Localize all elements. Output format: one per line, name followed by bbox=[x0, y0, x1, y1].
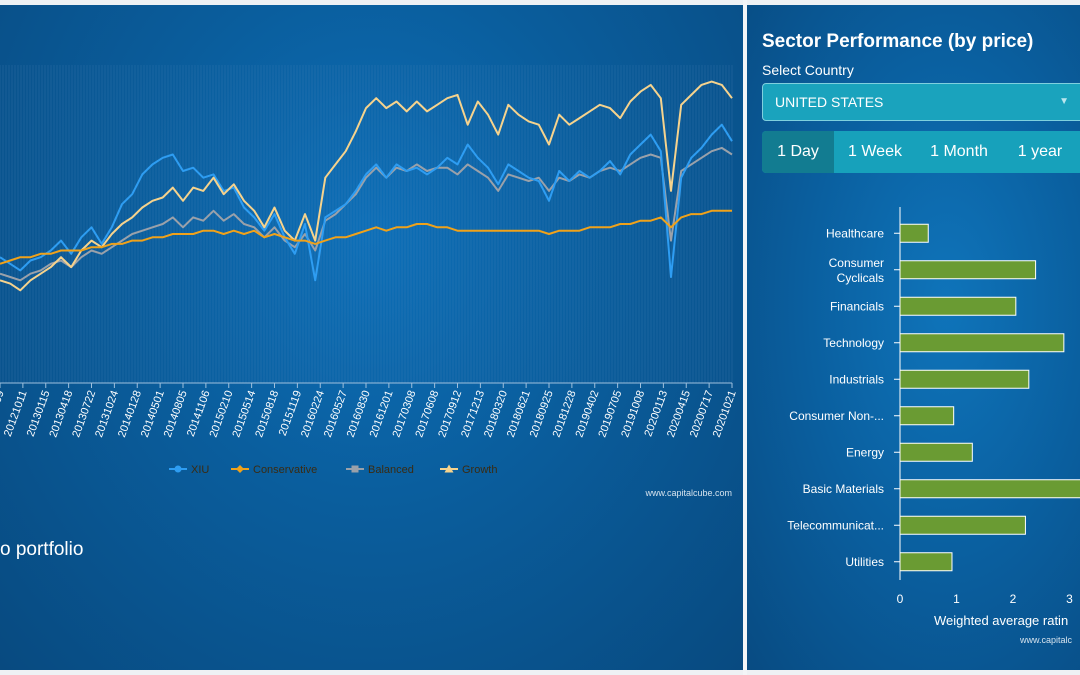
category-label: Healthcare bbox=[826, 226, 884, 240]
country-dropdown[interactable]: UNITED STATES ▼ bbox=[762, 83, 1080, 121]
x-tick-label: 709 bbox=[0, 389, 7, 410]
series-line-conservative bbox=[0, 209, 732, 265]
portfolio-line-chart: 7092012101120130115201304182013072220131… bbox=[0, 65, 739, 498]
x-axis-title: Weighted average ratin bbox=[934, 613, 1068, 628]
sector-bar[interactable] bbox=[899, 479, 1080, 499]
sector-bar[interactable] bbox=[899, 333, 1065, 353]
category-label: Energy bbox=[846, 445, 884, 459]
portfolio-chart-panel: 709 20121011 20130115 20130418 20130722 20131… bbox=[0, 5, 743, 670]
legend-item-conservative[interactable]: Conservative bbox=[231, 464, 317, 476]
sector-performance-panel: Sector Performance (by price) Select Cou… bbox=[747, 5, 1080, 670]
series-line-xiu bbox=[0, 123, 733, 282]
portfolio-heading: o portfolio bbox=[0, 539, 84, 560]
sector-chart-credit: www.capitalc bbox=[1019, 635, 1073, 645]
x-tick-label: 0 bbox=[897, 592, 904, 606]
sector-bar[interactable] bbox=[899, 369, 1030, 389]
legend-label-balanced: Balanced bbox=[368, 464, 414, 476]
legend-marker-triangle-icon bbox=[444, 464, 454, 473]
sector-bar[interactable] bbox=[899, 515, 1026, 535]
sector-bar[interactable] bbox=[899, 442, 973, 462]
chart-credit: www.capitalcube.com bbox=[644, 488, 732, 498]
tab-1-year[interactable]: 1 year bbox=[1017, 143, 1063, 160]
sector-bar[interactable] bbox=[899, 552, 953, 572]
category-label: Telecommunicat... bbox=[787, 518, 884, 532]
category-label: Industrials bbox=[829, 372, 884, 386]
panel-divider bbox=[743, 0, 747, 675]
chart-legend: XIU Conservative Balanced Growth bbox=[169, 464, 497, 476]
tab-1-month[interactable]: 1 Month bbox=[930, 143, 988, 160]
sector-bar[interactable] bbox=[899, 296, 1017, 316]
period-tabs: 1 Day 1 Week 1 Month 1 year bbox=[762, 131, 1080, 173]
tab-1-day[interactable]: 1 Day bbox=[762, 131, 834, 173]
category-label: Basic Materials bbox=[803, 482, 884, 496]
legend-item-xiu[interactable]: XIU bbox=[169, 464, 209, 476]
legend-label-growth: Growth bbox=[462, 464, 497, 476]
category-label: Consumer Non-... bbox=[789, 409, 884, 423]
category-label: Utilities bbox=[845, 555, 884, 569]
legend-marker-diamond-icon bbox=[236, 465, 244, 473]
country-dropdown-value: UNITED STATES bbox=[775, 94, 884, 110]
legend-marker-square-icon bbox=[351, 465, 359, 473]
select-country-label: Select Country bbox=[762, 62, 854, 78]
tab-1-week[interactable]: 1 Week bbox=[848, 143, 902, 160]
x-tick-label: 3 bbox=[1066, 592, 1073, 606]
series-line-growth bbox=[0, 80, 733, 292]
series-line-balanced bbox=[0, 146, 733, 282]
sector-bar[interactable] bbox=[899, 223, 929, 243]
category-label: Consumer bbox=[829, 256, 884, 270]
x-tick-label: 2 bbox=[1010, 592, 1017, 606]
x-tick-label: 20201021 bbox=[711, 389, 739, 439]
category-label: Technology bbox=[823, 336, 884, 350]
legend-item-growth[interactable]: Growth bbox=[440, 464, 497, 476]
legend-item-balanced[interactable]: Balanced bbox=[346, 464, 414, 476]
chevron-down-icon: ▼ bbox=[1059, 96, 1069, 107]
x-tick-label: 1 bbox=[953, 592, 960, 606]
category-label: Cyclicals bbox=[837, 271, 884, 285]
sector-bar[interactable] bbox=[899, 260, 1037, 280]
legend-label-xiu: XIU bbox=[191, 464, 209, 476]
legend-marker-circle-icon bbox=[174, 465, 182, 473]
sector-performance-title: Sector Performance (by price) bbox=[762, 31, 1034, 52]
sector-bar[interactable] bbox=[899, 406, 955, 426]
legend-label-conservative: Conservative bbox=[253, 464, 317, 476]
category-label: Financials bbox=[830, 299, 884, 313]
